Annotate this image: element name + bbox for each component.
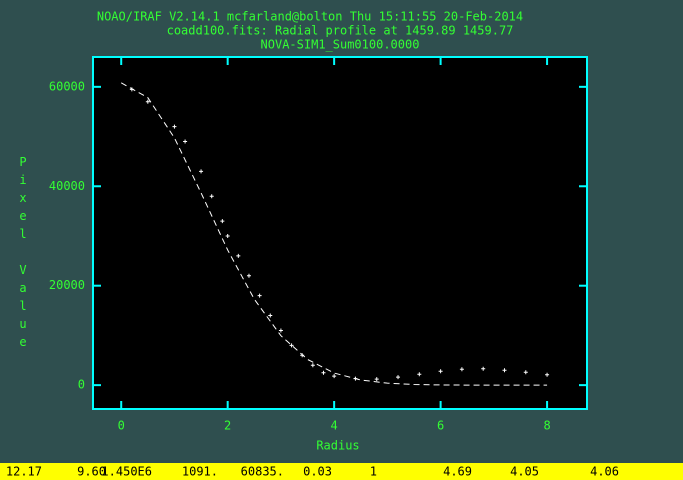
data-point: [438, 369, 443, 374]
data-point: [502, 368, 507, 373]
title-line: NOVA-SIM1_Sum0100.0000: [261, 38, 420, 52]
status-field: 1091.: [182, 465, 218, 479]
x-axis-label: Radius: [316, 439, 359, 453]
status-field: 4.06: [590, 465, 619, 479]
axes-frame: [92, 56, 588, 410]
data-point: [321, 370, 326, 375]
data-point: [225, 233, 230, 238]
x-tick-label: 8: [543, 419, 550, 433]
status-field: 0.03: [303, 465, 332, 479]
y-tick-label: 40000: [49, 179, 85, 193]
status-field: 60835.: [241, 465, 284, 479]
plot-area: [93, 57, 587, 409]
data-point: [183, 139, 188, 144]
data-point: [220, 219, 225, 224]
fit-line: [120, 82, 548, 386]
data-point: [310, 363, 315, 368]
x-tick-label: 4: [331, 419, 338, 433]
y-axis-label: Pixel Value: [16, 155, 30, 353]
data-point: [145, 99, 150, 104]
status-bar: [0, 463, 683, 480]
data-point: [278, 328, 283, 333]
y-tick-label: 20000: [49, 278, 85, 292]
status-field: 12.17: [6, 465, 42, 479]
x-tick-label: 2: [224, 419, 231, 433]
data-point: [396, 375, 401, 380]
data-point: [417, 372, 422, 377]
title-line: coadd100.fits: Radial profile at 1459.89…: [167, 24, 514, 38]
status-field: 9.60: [77, 465, 106, 479]
status-field: 1: [370, 465, 377, 479]
data-point: [545, 372, 550, 377]
data-point: [199, 169, 204, 174]
y-tick-label: 60000: [49, 79, 85, 93]
data-point: [523, 370, 528, 375]
data-point: [481, 366, 486, 371]
y-tick-label: 0: [78, 378, 85, 392]
title-line: NOAO/IRAF V2.14.1 mcfarland@bolton Thu 1…: [97, 10, 523, 24]
data-point: [172, 124, 177, 129]
data-point: [268, 313, 273, 318]
data-point: [236, 253, 241, 258]
data-point: [257, 293, 262, 298]
data-point: [374, 377, 379, 382]
data-point: [246, 273, 251, 278]
data-point: [289, 343, 294, 348]
x-tick-label: 6: [437, 419, 444, 433]
data-point: [332, 374, 337, 379]
status-field: 1.450E6: [101, 465, 152, 479]
data-point: [459, 367, 464, 372]
status-field: 4.05: [510, 465, 539, 479]
x-tick-label: 0: [118, 419, 125, 433]
data-point: [209, 194, 214, 199]
status-field: 4.69: [443, 465, 472, 479]
